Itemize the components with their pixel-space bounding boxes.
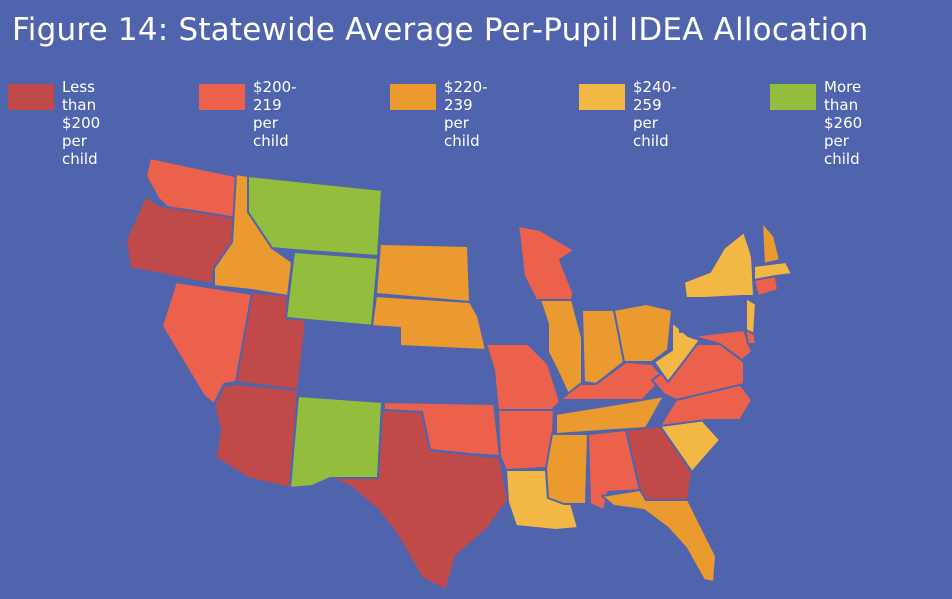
- state-wy: [285, 251, 379, 327]
- legend-swatch: [199, 84, 245, 110]
- state-vt: [745, 227, 763, 267]
- legend-swatch: [770, 84, 816, 110]
- state-nh: [761, 221, 781, 265]
- state-tn: [555, 395, 665, 435]
- legend-swatch: [579, 84, 625, 110]
- state-ny: [683, 231, 755, 299]
- legend-label: $200-219 per child: [253, 78, 297, 150]
- state-tx: [329, 409, 509, 591]
- state-wv: [653, 321, 701, 383]
- legend-label: More than $260 per child: [824, 78, 863, 168]
- legend-label: $240-259 per child: [633, 78, 677, 150]
- state-co: [297, 319, 401, 401]
- state-pa: [679, 295, 749, 333]
- legend-swatch: [390, 84, 436, 110]
- state-mo: [485, 343, 561, 411]
- state-me: [771, 175, 819, 253]
- state-ma: [753, 261, 793, 281]
- legend-swatch: [8, 84, 54, 110]
- legend-label: $220-239 per child: [444, 78, 488, 150]
- state-md: [691, 329, 753, 361]
- map-title: Figure 14: Statewide Average Per-Pupil I…: [12, 12, 869, 48]
- legend: Less than $200 per child $200-219 per ch…: [0, 78, 952, 168]
- state-ky: [559, 361, 665, 401]
- state-nj: [745, 297, 757, 335]
- state-fl: [601, 489, 717, 583]
- state-az: [213, 383, 299, 489]
- state-ms: [545, 433, 589, 505]
- state-sd: [375, 243, 471, 303]
- state-mi: [559, 221, 643, 313]
- state-ne: [371, 295, 487, 351]
- state-nm: [289, 395, 383, 489]
- state-oh: [613, 303, 673, 363]
- state-ri: [775, 277, 785, 291]
- state-ks: [397, 347, 495, 405]
- state-ar: [497, 409, 555, 471]
- legend-label: Less than $200 per child: [62, 78, 101, 168]
- state-nd: [379, 189, 469, 245]
